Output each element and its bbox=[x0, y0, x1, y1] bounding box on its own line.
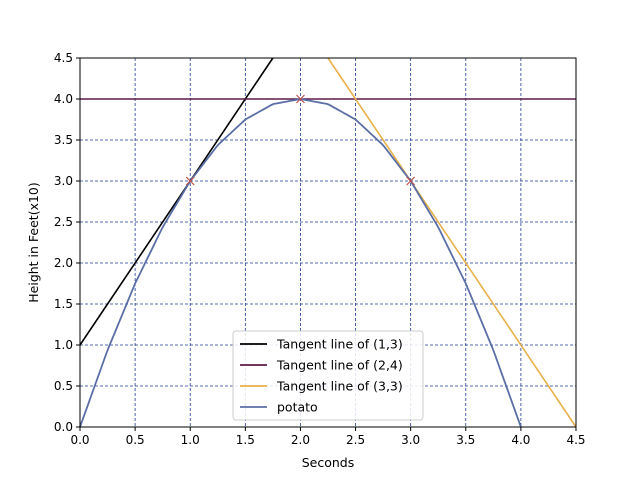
y-tick-label: 0.5 bbox=[54, 379, 73, 393]
x-tick-label: 0.0 bbox=[70, 433, 89, 447]
y-tick-label: 1.5 bbox=[54, 297, 73, 311]
y-tick-label: 2.0 bbox=[54, 256, 73, 270]
series-line-0 bbox=[80, 58, 273, 345]
x-tick-label: 4.5 bbox=[566, 433, 585, 447]
legend-label: Tangent line of (1,3) bbox=[276, 337, 403, 352]
x-tick-label: 1.0 bbox=[181, 433, 200, 447]
x-tick-label: 2.5 bbox=[346, 433, 365, 447]
y-axis-label: Height in Feet(x10) bbox=[26, 182, 41, 303]
y-tick-label: 3.5 bbox=[54, 133, 73, 147]
x-tick-label: 3.0 bbox=[401, 433, 420, 447]
y-tick-label: 2.5 bbox=[54, 215, 73, 229]
y-tick-label: 4.0 bbox=[54, 92, 73, 106]
x-tick-label: 1.5 bbox=[236, 433, 255, 447]
y-tick-label: 4.5 bbox=[54, 51, 73, 65]
legend-label: Tangent line of (3,3) bbox=[276, 379, 403, 394]
x-axis-label: Seconds bbox=[302, 455, 355, 470]
x-tick-label: 4.0 bbox=[511, 433, 530, 447]
y-tick-label: 0.0 bbox=[54, 420, 73, 434]
y-tick-label: 3.0 bbox=[54, 174, 73, 188]
legend: Tangent line of (1,3) Tangent line of (2,… bbox=[233, 331, 423, 420]
y-tick-label: 1.0 bbox=[54, 338, 73, 352]
legend-label: potato bbox=[277, 400, 318, 415]
legend-label: Tangent line of (2,4) bbox=[276, 358, 403, 373]
x-tick-label: 3.5 bbox=[456, 433, 475, 447]
x-tick-label: 0.5 bbox=[126, 433, 145, 447]
x-tick-label: 2.0 bbox=[291, 433, 310, 447]
